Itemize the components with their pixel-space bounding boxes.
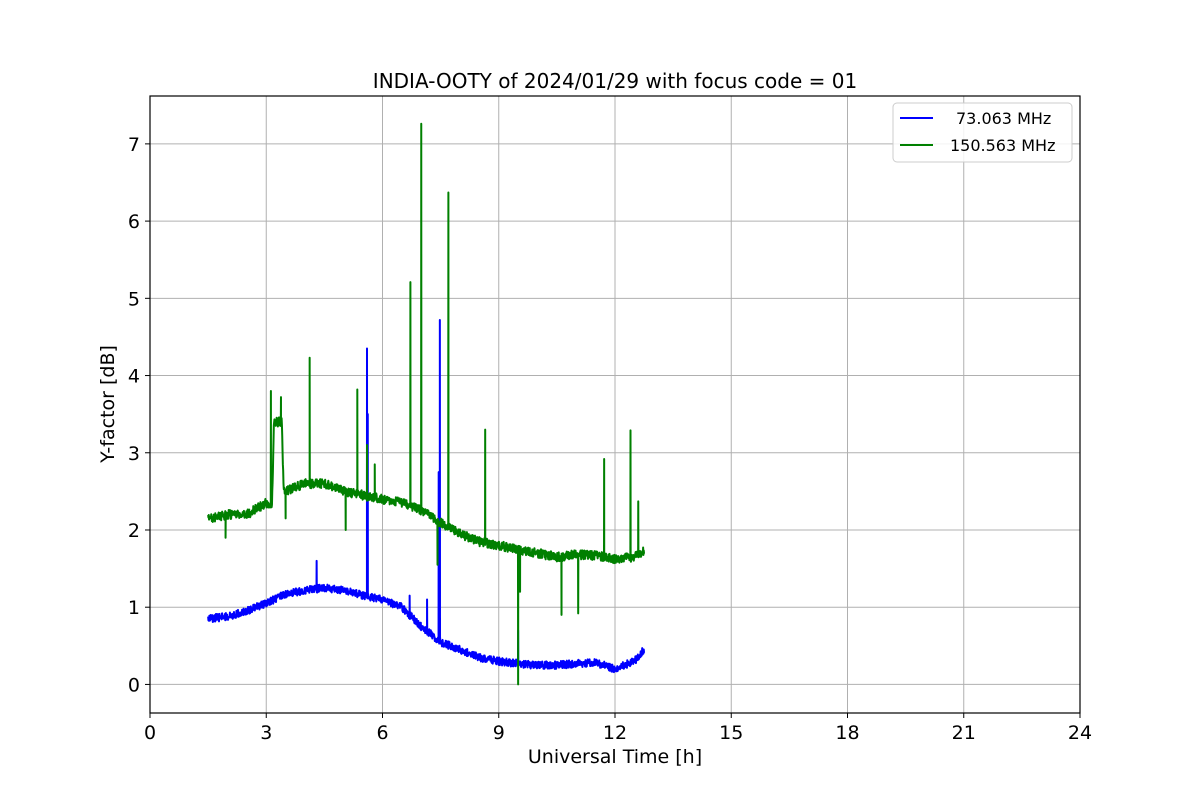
legend-label-series-2: 150.563 MHz [950, 136, 1055, 155]
x-tick-label: 21 [952, 722, 976, 744]
legend: 73.063 MHz 150.563 MHz [892, 102, 1073, 163]
y-tick-label: 7 [128, 134, 140, 156]
x-tick-label: 0 [144, 722, 156, 744]
x-axis-label: Universal Time [h] [528, 746, 702, 768]
y-tick-label: 0 [128, 674, 140, 696]
series-line-1 [207, 318, 646, 674]
x-tick-label: 12 [603, 722, 627, 744]
legend-label-series-1: 73.063 MHz [956, 109, 1051, 128]
x-tick-label: 18 [835, 722, 859, 744]
y-tick-label: 4 [128, 366, 140, 388]
series-line-2 [207, 122, 646, 686]
chart-title: INDIA-OOTY of 2024/01/29 with focus code… [373, 69, 857, 93]
x-tick-label: 3 [260, 722, 272, 744]
y-tick-label: 5 [128, 288, 140, 310]
series-lines [207, 122, 646, 686]
y-tick-label: 6 [128, 211, 140, 233]
x-tick-label: 15 [719, 722, 743, 744]
y-axis-label: Y-factor [dB] [97, 345, 119, 464]
y-tick-label: 2 [128, 520, 140, 542]
x-tick-label: 6 [376, 722, 388, 744]
y-tick-label: 1 [128, 597, 140, 619]
x-tick-label: 9 [493, 722, 505, 744]
y-tick-label: 3 [128, 443, 140, 465]
legend-box [892, 102, 1073, 163]
x-tick-label: 24 [1068, 722, 1092, 744]
